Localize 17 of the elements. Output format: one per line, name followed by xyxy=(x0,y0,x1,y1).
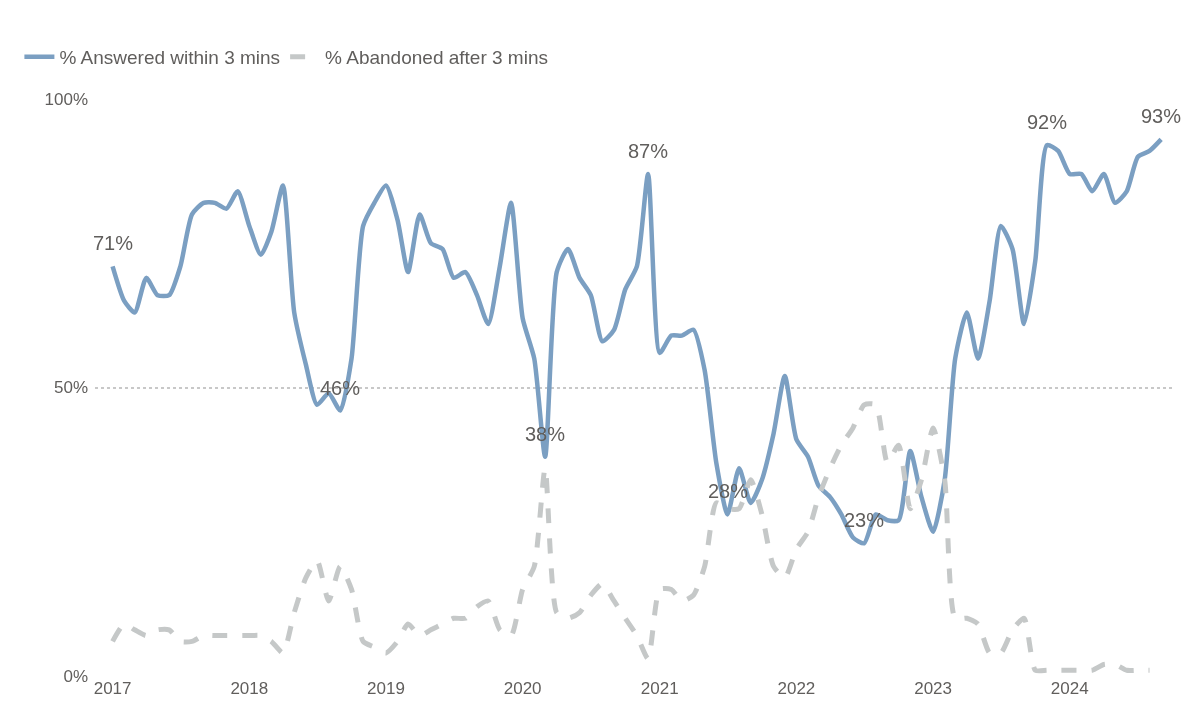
legend-label: % Abandoned after 3 mins xyxy=(325,47,548,69)
legend-label: % Answered within 3 mins xyxy=(59,47,281,69)
annotation: 87% xyxy=(628,140,669,162)
x-tick-label: 2019 xyxy=(367,679,405,698)
x-tick-label: 2021 xyxy=(640,679,679,698)
x-tick-label: 2017 xyxy=(93,679,132,698)
x-tick-label: 2020 xyxy=(503,679,542,698)
y-tick-label: 100% xyxy=(44,89,88,109)
annotation: 92% xyxy=(1027,111,1068,133)
x-tick-label: 2018 xyxy=(230,679,269,698)
y-tick-label: 0% xyxy=(63,666,88,686)
annotation: 93% xyxy=(1141,105,1182,127)
x-tick-label: 2022 xyxy=(777,679,816,698)
x-tick-label: 2024 xyxy=(1050,679,1089,698)
y-tick-label: 50% xyxy=(53,378,88,398)
annotation: 71% xyxy=(93,232,134,254)
x-tick-label: 2023 xyxy=(914,679,952,698)
